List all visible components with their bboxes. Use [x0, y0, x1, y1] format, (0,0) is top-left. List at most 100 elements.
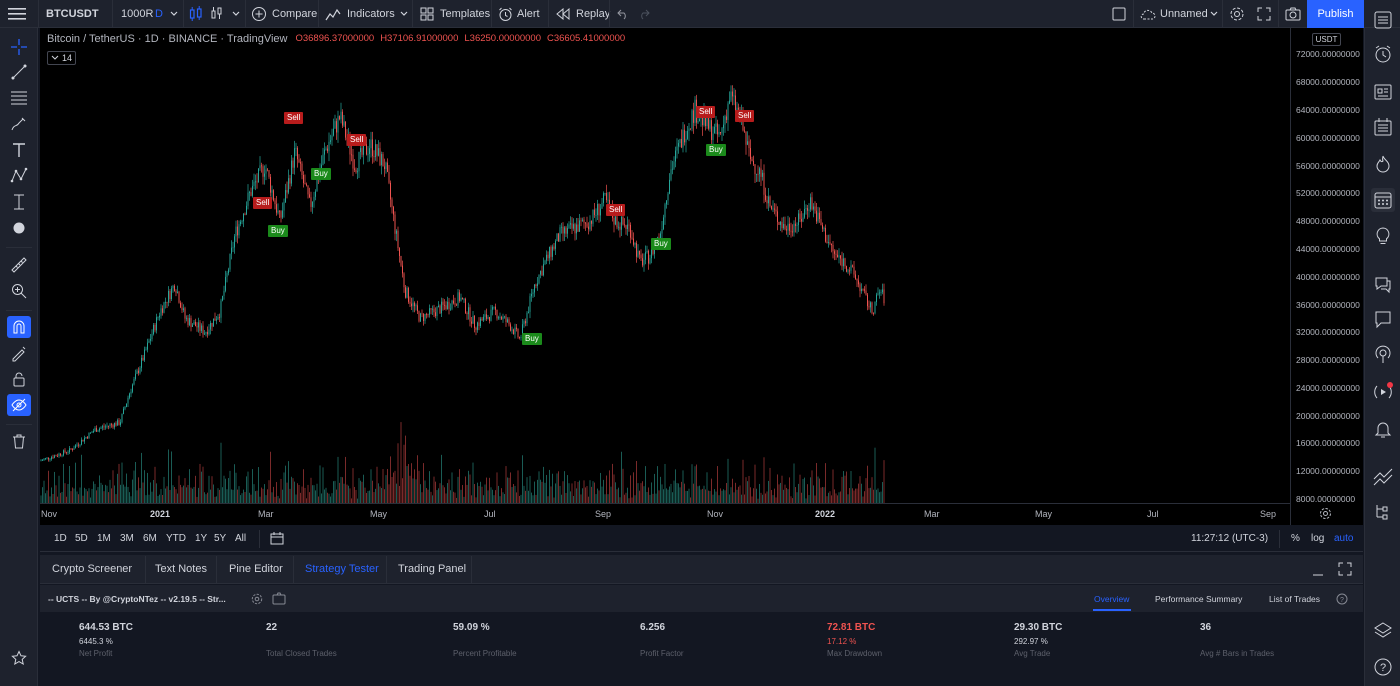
alerts-clock-icon[interactable]	[1371, 42, 1395, 66]
tab-strategy-tester[interactable]: Strategy Tester	[305, 563, 379, 575]
interval-chevron-icon[interactable]	[170, 0, 178, 28]
indicators-toggle[interactable]: 14	[47, 51, 76, 65]
interval-button[interactable]: D	[155, 8, 163, 20]
log-scale-toggle[interactable]: log	[1311, 533, 1325, 544]
sell-signal[interactable]: Sell	[606, 204, 626, 216]
sell-signal[interactable]: Sell	[253, 197, 273, 209]
candles-icon[interactable]	[189, 0, 203, 28]
currency-label[interactable]: USDT	[1312, 33, 1341, 46]
buy-signal[interactable]: Buy	[706, 144, 726, 156]
help-icon[interactable]: ?	[1336, 593, 1348, 605]
ruler-icon[interactable]	[7, 254, 31, 276]
layout-chevron-icon[interactable]	[1210, 0, 1218, 28]
goto-date-icon[interactable]	[270, 532, 284, 545]
range-ytd-button[interactable]: YTD	[166, 533, 186, 544]
tab-trading-panel[interactable]: Trading Panel	[398, 563, 467, 575]
brush-icon[interactable]	[7, 113, 31, 135]
prediction-icon[interactable]	[7, 191, 31, 213]
sell-signal[interactable]: Sell	[696, 106, 716, 118]
lock-drawing-icon[interactable]	[7, 342, 31, 364]
symbol-search-button[interactable]: BTCUSDT	[46, 8, 99, 20]
trading-chart-icon[interactable]	[1371, 464, 1395, 488]
compare-button[interactable]: Compare	[251, 0, 317, 28]
news-icon[interactable]	[1371, 80, 1395, 104]
buy-signal[interactable]: Buy	[651, 238, 671, 250]
pattern-icon[interactable]	[7, 165, 31, 187]
ideas-lightbulb-icon[interactable]	[1371, 224, 1395, 248]
maximize-panel-icon[interactable]	[1338, 562, 1352, 576]
redo-icon[interactable]	[638, 0, 650, 28]
magnet-icon[interactable]	[7, 316, 31, 338]
range-5d-button[interactable]: 5D	[75, 533, 88, 544]
notifications-bell-icon[interactable]	[1371, 417, 1395, 441]
tab-pine-editor[interactable]: Pine Editor	[229, 563, 283, 575]
hide-drawings-icon[interactable]	[7, 394, 31, 416]
star-icon[interactable]	[7, 647, 31, 669]
symbol-title[interactable]: Bitcoin / TetherUS · 1D · BINANCE · Trad…	[47, 33, 288, 45]
tab-crypto-screener[interactable]: Crypto Screener	[52, 563, 133, 575]
gear-icon[interactable]	[1229, 0, 1245, 28]
range-5y-button[interactable]: 5Y	[214, 533, 227, 544]
fullscreen-icon[interactable]	[1257, 0, 1271, 28]
broadcast-icon[interactable]	[1371, 380, 1395, 404]
clock-label[interactable]: 11:27:12 (UTC-3)	[1191, 533, 1269, 544]
replay-button[interactable]: Replay	[556, 0, 610, 28]
buy-signal[interactable]: Buy	[522, 333, 542, 345]
chart-area[interactable]	[40, 28, 1363, 525]
strategy-properties-icon[interactable]	[272, 592, 286, 605]
object-tree-icon[interactable]	[1371, 500, 1395, 524]
layout-menu-button[interactable]: Unnamed	[1140, 0, 1208, 28]
tab-text-notes[interactable]: Text Notes	[155, 563, 207, 575]
crosshair-icon[interactable]	[7, 36, 31, 58]
data-window-icon[interactable]	[1371, 115, 1395, 139]
tab-list-of-trades[interactable]: List of Trades	[1269, 594, 1321, 604]
candlestick-chart[interactable]	[40, 28, 1290, 503]
strategy-settings-icon[interactable]	[251, 593, 263, 605]
indicators-chevron-icon[interactable]	[400, 0, 408, 28]
sell-signal[interactable]: Sell	[284, 112, 304, 124]
time-axis[interactable]	[40, 503, 1290, 525]
indicators-button[interactable]: Indicators	[325, 0, 395, 28]
sell-signal[interactable]: Sell	[735, 110, 755, 122]
buy-signal[interactable]: Buy	[268, 225, 288, 237]
alert-button[interactable]: Alert	[498, 0, 540, 28]
help-circle-icon[interactable]: ?	[1371, 655, 1395, 679]
layers-icon[interactable]	[1371, 619, 1395, 643]
lock-icon[interactable]	[7, 368, 31, 390]
buy-signal[interactable]: Buy	[311, 168, 331, 180]
trash-icon[interactable]	[7, 430, 31, 452]
minimize-panel-icon[interactable]	[1312, 566, 1324, 576]
range-6m-button[interactable]: 6M	[143, 533, 157, 544]
hotlist-fire-icon[interactable]	[1371, 152, 1395, 176]
tab-overview[interactable]: Overview	[1094, 594, 1130, 604]
range-3m-button[interactable]: 3M	[120, 533, 134, 544]
undo-icon[interactable]	[617, 0, 629, 28]
text-tool-icon[interactable]	[7, 139, 31, 161]
trend-line-icon[interactable]	[7, 61, 31, 83]
calendar-icon[interactable]	[1371, 188, 1395, 212]
range-1m-button[interactable]: 1M	[97, 533, 111, 544]
percent-scale-toggle[interactable]: %	[1291, 533, 1300, 544]
zoom-icon[interactable]	[7, 280, 31, 302]
bar-range-button[interactable]: 1000R	[121, 8, 154, 20]
range-1d-button[interactable]: 1D	[54, 533, 67, 544]
chat-icon[interactable]	[1371, 272, 1395, 296]
fib-retracement-icon[interactable]	[7, 87, 31, 109]
camera-icon[interactable]	[1285, 0, 1301, 28]
range-all-button[interactable]: All	[235, 533, 247, 544]
range-1y-button[interactable]: 1Y	[195, 533, 208, 544]
chart-style-chevron-icon[interactable]	[232, 0, 240, 28]
strategy-name[interactable]: -- UCTS -- By @CryptoNTez -- v2.19.5 -- …	[48, 594, 226, 604]
streams-icon[interactable]	[1371, 343, 1395, 367]
menu-icon[interactable]	[8, 0, 26, 28]
tab-performance-summary[interactable]: Performance Summary	[1155, 594, 1243, 604]
chart-style-icon[interactable]	[211, 0, 223, 28]
price-axis[interactable]	[1290, 28, 1363, 525]
axis-settings-icon[interactable]	[1319, 507, 1332, 520]
messages-icon[interactable]	[1371, 307, 1395, 331]
templates-button[interactable]: Templates	[420, 0, 490, 28]
shapes-icon[interactable]	[7, 217, 31, 239]
watchlist-icon[interactable]	[1371, 8, 1395, 32]
publish-button[interactable]: Publish	[1307, 0, 1364, 28]
auto-scale-toggle[interactable]: auto	[1334, 533, 1354, 544]
